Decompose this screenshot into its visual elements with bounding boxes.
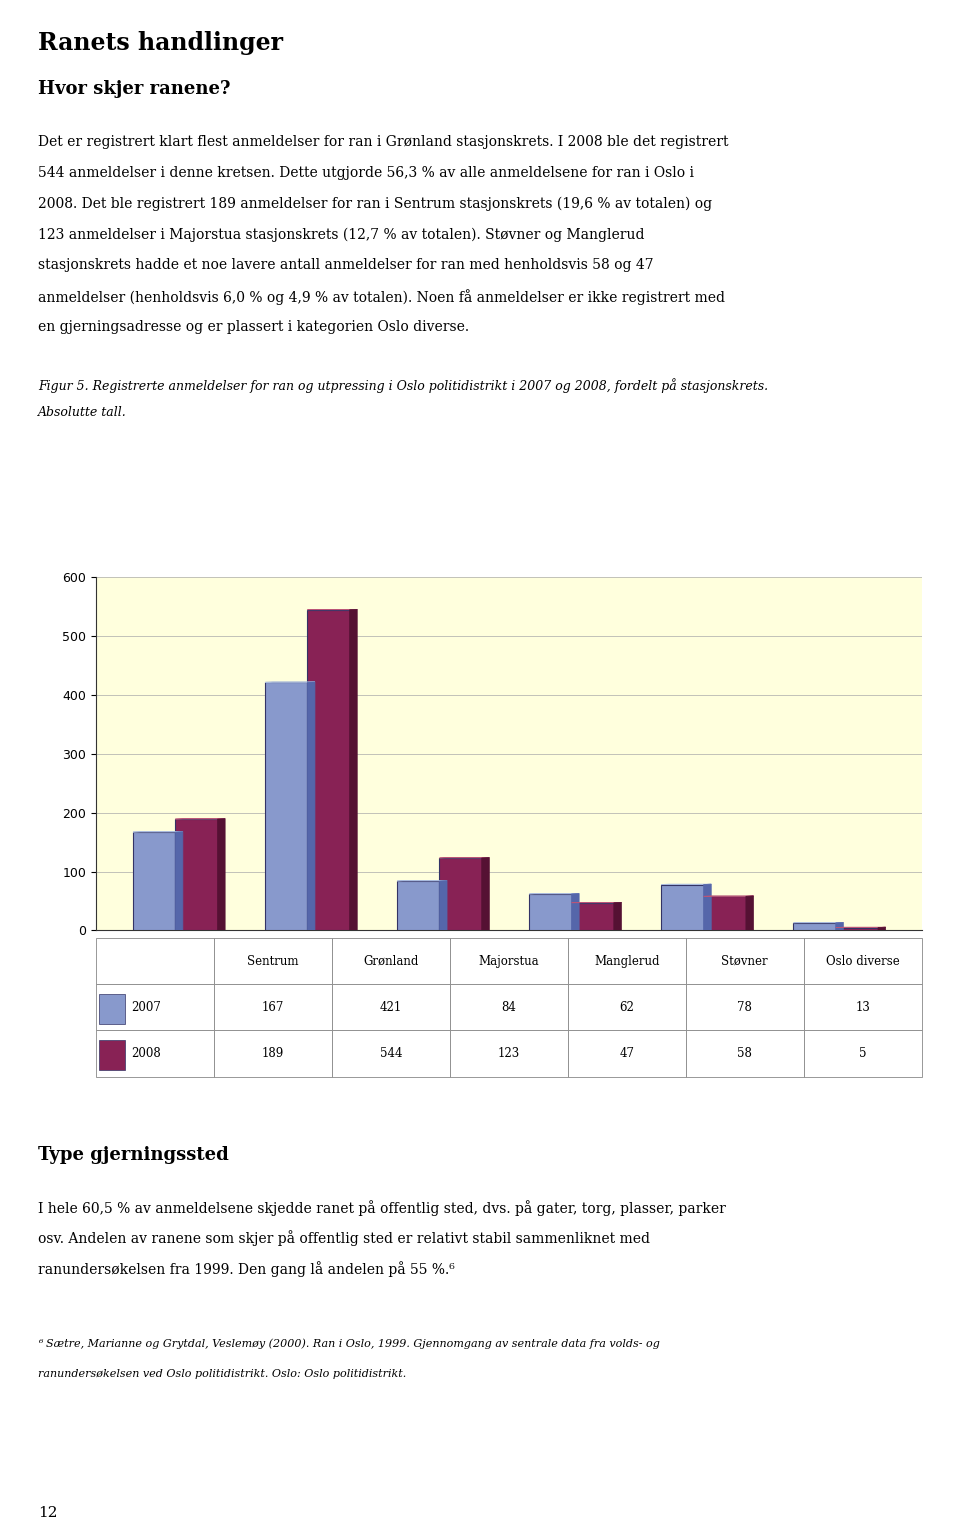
Text: 5: 5 [859,1047,866,1060]
Text: Hvor skjer ranene?: Hvor skjer ranene? [38,80,230,98]
FancyBboxPatch shape [685,984,804,1030]
Polygon shape [176,832,182,930]
Polygon shape [307,681,315,930]
FancyBboxPatch shape [332,1030,450,1077]
Text: Sentrum: Sentrum [247,955,299,967]
Text: 167: 167 [262,1001,284,1014]
Text: Figur 5. Registrerte anmeldelser for ran og utpressing i Oslo politidistrikt i 2: Figur 5. Registrerte anmeldelser for ran… [38,378,769,394]
Bar [794,923,836,930]
Polygon shape [613,903,621,930]
Bar [836,927,878,930]
Text: Ranets handlinger: Ranets handlinger [38,31,283,55]
Text: ranundersøkelsen ved Oslo politidistrikt. Oslo: Oslo politidistrikt.: ranundersøkelsen ved Oslo politidistrikt… [38,1369,407,1380]
Polygon shape [704,884,711,930]
FancyBboxPatch shape [450,938,567,984]
FancyBboxPatch shape [567,938,685,984]
Text: ⁶ Sætre, Marianne og Grytdal, Veslemøy (2000). Ran i Oslo, 1999. Gjennomgang av : ⁶ Sætre, Marianne og Grytdal, Veslemøy (… [38,1338,660,1349]
Text: en gjerningsadresse og er plassert i kategorien Oslo diverse.: en gjerningsadresse og er plassert i kat… [38,320,469,334]
Text: I hele 60,5 % av anmeldelsene skjedde ranet på offentlig sted, dvs. på gater, to: I hele 60,5 % av anmeldelsene skjedde ra… [38,1200,727,1215]
Text: 84: 84 [501,1001,516,1014]
FancyBboxPatch shape [214,938,332,984]
FancyBboxPatch shape [214,984,332,1030]
Polygon shape [571,894,579,930]
Text: Absolutte tall.: Absolutte tall. [38,406,127,418]
Text: 78: 78 [737,1001,752,1014]
Text: ranundersøkelsen fra 1999. Den gang lå andelen på 55 %.⁶: ranundersøkelsen fra 1999. Den gang lå a… [38,1261,455,1277]
FancyBboxPatch shape [567,984,685,1030]
FancyBboxPatch shape [96,984,214,1030]
Text: 544: 544 [379,1047,402,1060]
FancyBboxPatch shape [804,984,922,1030]
Bar [704,897,746,930]
Text: 58: 58 [737,1047,752,1060]
Text: osv. Andelen av ranene som skjer på offentlig sted er relativt stabil sammenlikn: osv. Andelen av ranene som skjer på offe… [38,1230,651,1246]
FancyBboxPatch shape [450,1030,567,1077]
Text: 189: 189 [262,1047,284,1060]
Bar [571,903,613,930]
Text: Manglerud: Manglerud [594,955,660,967]
Bar [307,609,349,930]
FancyBboxPatch shape [332,984,450,1030]
FancyBboxPatch shape [567,1030,685,1077]
Text: Grønland: Grønland [363,955,419,967]
FancyBboxPatch shape [685,938,804,984]
Text: 2007: 2007 [132,1001,161,1014]
Polygon shape [836,923,843,930]
Bar [529,894,571,930]
Bar [397,881,440,930]
Bar [440,858,482,930]
Bar [265,683,307,930]
Text: 2008: 2008 [132,1047,161,1060]
Text: stasjonskrets hadde et noe lavere antall anmeldelser for ran med henholdsvis 58 : stasjonskrets hadde et noe lavere antall… [38,258,654,272]
FancyBboxPatch shape [685,1030,804,1077]
FancyBboxPatch shape [99,994,125,1024]
Text: Majorstua: Majorstua [478,955,540,967]
Text: 2008. Det ble registrert 189 anmeldelser for ran i Sentrum stasjonskrets (19,6 %: 2008. Det ble registrert 189 anmeldelser… [38,197,712,211]
FancyBboxPatch shape [99,1040,125,1070]
Text: Oslo diverse: Oslo diverse [826,955,900,967]
Polygon shape [746,897,754,930]
FancyBboxPatch shape [450,984,567,1030]
Bar [661,884,704,930]
Polygon shape [349,609,357,930]
Text: 544 anmeldelser i denne kretsen. Dette utgjorde 56,3 % av alle anmeldelsene for : 544 anmeldelser i denne kretsen. Dette u… [38,166,694,180]
Text: 123: 123 [497,1047,520,1060]
Text: Det er registrert klart flest anmeldelser for ran i Grønland stasjonskrets. I 20: Det er registrert klart flest anmeldelse… [38,135,729,149]
Text: 421: 421 [380,1001,402,1014]
Text: 62: 62 [619,1001,635,1014]
FancyBboxPatch shape [804,1030,922,1077]
Text: 12: 12 [38,1506,58,1520]
FancyBboxPatch shape [332,938,450,984]
Text: 123 anmeldelser i Majorstua stasjonskrets (12,7 % av totalen). Støvner og Mangle: 123 anmeldelser i Majorstua stasjonskret… [38,228,645,241]
Text: Støvner: Støvner [721,955,768,967]
Text: 47: 47 [619,1047,635,1060]
Polygon shape [440,881,447,930]
Bar [133,832,176,930]
FancyBboxPatch shape [96,938,214,984]
FancyBboxPatch shape [96,1030,214,1077]
Text: Type gjerningssted: Type gjerningssted [38,1146,229,1164]
Bar [176,820,218,930]
Polygon shape [218,818,226,930]
FancyBboxPatch shape [804,938,922,984]
Text: 13: 13 [855,1001,870,1014]
Polygon shape [878,927,886,930]
FancyBboxPatch shape [214,1030,332,1077]
Polygon shape [482,858,490,930]
Text: anmeldelser (henholdsvis 6,0 % og 4,9 % av totalen). Noen få anmeldelser er ikke: anmeldelser (henholdsvis 6,0 % og 4,9 % … [38,289,726,305]
